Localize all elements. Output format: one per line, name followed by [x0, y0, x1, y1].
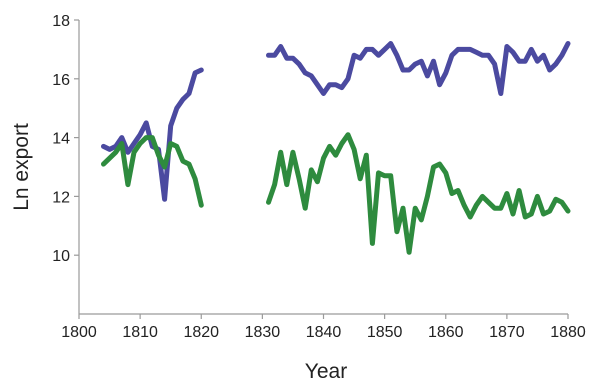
y-axis-ticks: 10 12 14 16 18	[52, 13, 79, 265]
x-tick-label: 1830	[245, 324, 281, 341]
y-tick-label: 12	[52, 189, 70, 206]
y-axis-title: Ln export	[10, 123, 33, 211]
x-tick-label: 1840	[306, 324, 342, 341]
series-1-line	[266, 41, 571, 96]
x-tick-label: 1860	[428, 324, 464, 341]
y-tick-label: 14	[52, 131, 70, 148]
series-2-line	[266, 132, 571, 255]
y-tick-label: 10	[52, 248, 70, 265]
y-tick-label: 16	[52, 72, 70, 89]
series-2-line	[101, 135, 204, 208]
x-tick-label: 1820	[183, 324, 219, 341]
x-tick-label: 1850	[367, 324, 403, 341]
x-axis-title: Year	[305, 360, 347, 383]
y-tick-label: 18	[52, 13, 70, 30]
x-tick-label: 1880	[550, 324, 586, 341]
x-tick-label: 1870	[489, 324, 525, 341]
x-tick-label: 1810	[122, 324, 158, 341]
series-group	[101, 41, 571, 255]
x-tick-label: 1800	[61, 324, 97, 341]
x-axis-ticks: 1800 1810 1820 1830 1840 1850 1860 1870 1880	[61, 314, 586, 341]
series-1-line	[101, 67, 204, 202]
